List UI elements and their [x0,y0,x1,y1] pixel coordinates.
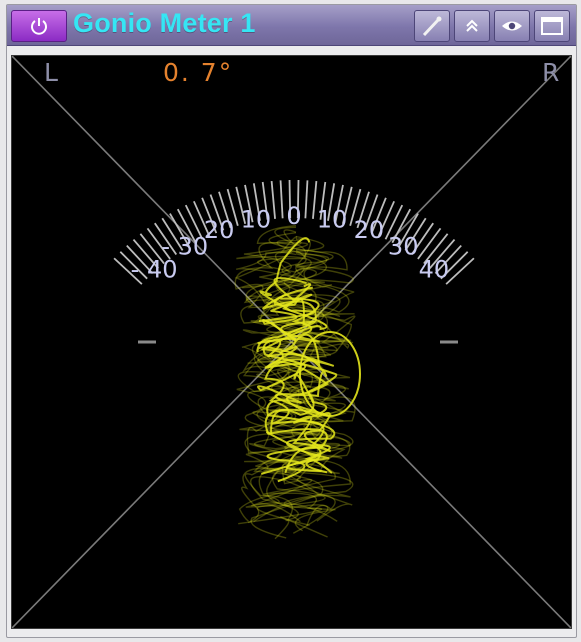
trace-path [257,297,332,474]
eye-icon [502,21,522,31]
scale-tick [218,191,232,229]
scale-tick [209,194,225,231]
scale-tick [410,222,434,256]
scale-tick [440,251,469,280]
scale-tick [132,239,159,269]
scale-label: 20 [204,216,235,244]
scale-label: 20 [354,216,385,244]
scale-tick [404,217,427,251]
trace-path [236,251,350,522]
collapse-button[interactable] [454,10,490,42]
scale-tick [304,180,309,219]
scale-label: 10 [241,205,272,233]
scale-tick [363,194,379,231]
wrench-icon [422,16,442,37]
scale-tick [252,183,261,221]
trace-path [243,239,356,538]
scale-tick [334,184,344,223]
scale-tick [377,200,395,237]
scale-tick [270,180,276,219]
scale-tick [184,204,204,240]
power-icon [31,18,47,35]
scale-tick [327,183,336,221]
scale-label: 10 [317,205,348,233]
trace-path [242,251,352,523]
visibility-button[interactable] [494,10,530,42]
scale-label: 40 [419,255,450,283]
scale-tick [201,197,218,234]
goniometer-window: Gonio Meter 1 [6,4,577,638]
scale-tick [434,244,462,275]
scale-tick [244,184,254,223]
right-channel-label: R [542,58,560,87]
scale-tick [296,180,300,219]
scale-tick [384,204,404,240]
scale-label: - 40 [131,255,178,283]
scale-label: 0 [286,202,301,230]
trace-path [234,229,354,532]
scale-tick [154,222,178,256]
scale-tick [169,213,190,247]
scale-tick [161,217,184,251]
double-chevron-up-icon [466,19,478,32]
scale-tick [193,200,211,237]
scale-tick [417,227,442,260]
scale-tick [312,180,318,219]
scale-tick [423,233,449,265]
scale-tick [288,180,292,219]
trace-path [262,276,328,474]
scale-tick [445,257,475,285]
scale-label: 30 [388,233,419,261]
scale-tick [126,244,154,275]
scale-tick [176,208,197,244]
settings-button[interactable] [414,10,450,42]
scale-label: - 30 [161,233,208,261]
phase-readout: 0. 7° [163,58,234,87]
scale-tick [356,191,370,229]
scale-tick [119,251,148,280]
scale-tick [319,181,327,220]
scale-tick [398,213,419,247]
float-window-button[interactable] [534,10,570,42]
scale-tick [349,188,362,226]
trace-path [261,286,338,475]
scale-tick [139,233,165,265]
scale-tick [429,239,456,269]
trace-loop [299,331,361,417]
trace-path [257,237,336,472]
goniometer-display: - 40- 30 20 10 0 10 20 30 40 L 0. 7° R [11,55,572,629]
signal-trace [234,225,361,540]
scale-tick [113,257,143,285]
trace-path [234,236,353,522]
scale-tick [235,186,247,225]
power-button[interactable] [11,10,67,42]
left-channel-label: L [44,58,58,87]
scale-tick [279,180,284,219]
title-bar: Gonio Meter 1 [7,5,576,46]
scale-tick [391,208,412,244]
scale-tick [261,181,269,220]
guide-lines [12,56,571,628]
window-title: Gonio Meter 1 [73,8,256,38]
trace-path [235,235,355,523]
scale-tick [341,186,353,225]
scale-tick [146,227,171,260]
scale-tick [370,197,387,234]
scale-tick [226,188,239,226]
window-icon [541,17,563,35]
